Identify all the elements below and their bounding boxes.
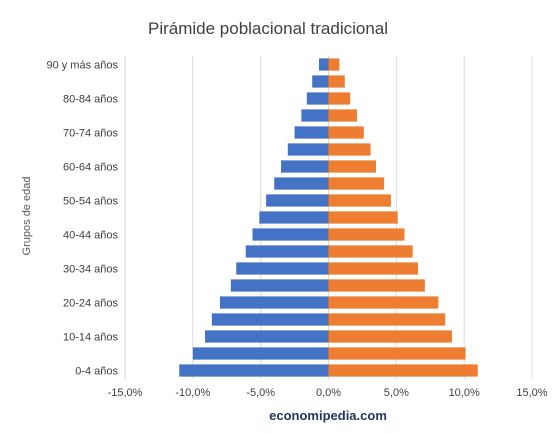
- bar-series1-15: [328, 109, 357, 122]
- bar-series1-18: [328, 58, 340, 71]
- bar-series0-6: [236, 262, 329, 275]
- bar-series1-4: [328, 296, 439, 309]
- bar-series1-11: [328, 177, 385, 190]
- category-labels: 0-4 años 10-14 años 20-24 años 30-34 años 40…: [46, 60, 118, 378]
- bar-series0-13: [287, 143, 329, 156]
- category-label-6: 30-34 años: [63, 264, 119, 276]
- bar-series0-4: [219, 296, 329, 309]
- bar-series1-14: [328, 126, 364, 139]
- bar-series1-16: [328, 92, 351, 105]
- chart-title: Pirámide poblacional tradicional: [148, 19, 388, 38]
- bar-series0-16: [306, 92, 329, 105]
- bar-series0-14: [294, 126, 329, 139]
- x-tick-label-0: -15,0%: [108, 387, 143, 399]
- bars: [179, 58, 478, 377]
- bar-series0-8: [252, 228, 329, 241]
- category-label-8: 40-44 años: [63, 230, 119, 242]
- x-tick-label-4: 5,0%: [384, 387, 409, 399]
- bar-series1-1: [328, 347, 466, 360]
- bar-series1-3: [328, 313, 446, 326]
- category-label-16: 80-84 años: [63, 94, 119, 106]
- bar-series0-17: [312, 75, 329, 88]
- x-tick-label-2: -5,0%: [246, 387, 275, 399]
- bar-series0-1: [192, 347, 329, 360]
- x-tick-label-1: -10,0%: [175, 387, 210, 399]
- bar-series0-12: [281, 160, 329, 173]
- bar-series1-17: [328, 75, 345, 88]
- bar-series0-3: [211, 313, 329, 326]
- bar-series1-5: [328, 279, 425, 292]
- bar-series0-10: [266, 194, 329, 207]
- x-tick-label-6: 15,0%: [516, 387, 547, 399]
- bar-series0-18: [319, 58, 329, 71]
- bar-series0-2: [205, 330, 329, 343]
- category-label-4: 20-24 años: [63, 298, 119, 310]
- x-tick-label-5: 10,0%: [449, 387, 480, 399]
- bar-series1-7: [328, 245, 413, 258]
- bar-series1-12: [328, 160, 376, 173]
- watermark-text: economipedia.com: [269, 408, 387, 423]
- x-tick-labels: -15,0% -10,0% -5,0% 0,0% 5,0% 10,0% 15,0%: [108, 387, 548, 399]
- y-axis-label: Grupos de edad: [21, 177, 33, 256]
- bar-series0-15: [301, 109, 329, 122]
- category-label-10: 50-54 años: [63, 196, 119, 208]
- x-tick-label-3: 0,0%: [316, 387, 341, 399]
- bar-series0-7: [245, 245, 329, 258]
- bar-series1-10: [328, 194, 391, 207]
- bar-series1-2: [328, 330, 452, 343]
- category-label-0: 0-4 años: [75, 366, 118, 378]
- bar-series1-9: [328, 211, 398, 224]
- bar-series1-13: [328, 143, 371, 156]
- bar-series1-8: [328, 228, 405, 241]
- category-label-12: 60-64 años: [63, 162, 119, 174]
- bar-series0-0: [179, 364, 329, 377]
- category-label-2: 10-14 años: [63, 332, 119, 344]
- bar-series0-9: [259, 211, 329, 224]
- category-label-18: 90 y más años: [46, 60, 118, 72]
- bar-series1-0: [328, 364, 478, 377]
- bar-series0-11: [274, 177, 329, 190]
- bar-series1-6: [328, 262, 419, 275]
- bar-series0-5: [230, 279, 329, 292]
- category-label-14: 70-74 años: [63, 128, 119, 140]
